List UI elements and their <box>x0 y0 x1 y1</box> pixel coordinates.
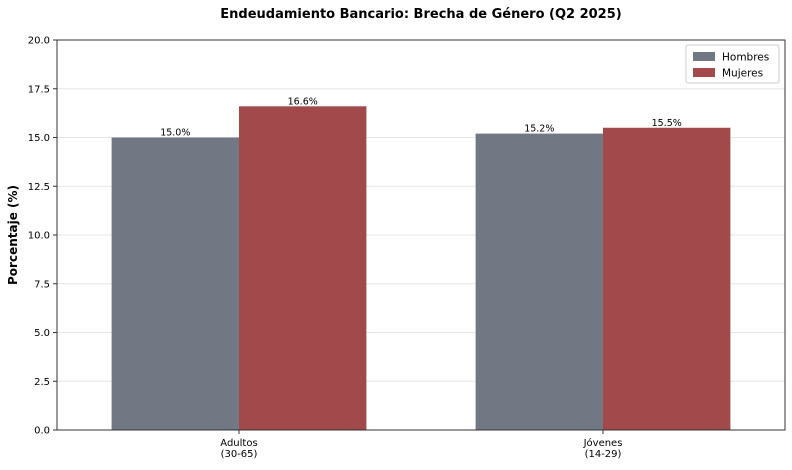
y-axis-label: Porcentaje (%) <box>6 185 20 285</box>
bar-value-label: 16.6% <box>288 96 318 107</box>
legend: Hombres Mujeres <box>685 44 780 84</box>
bar-value-label: 15.2% <box>524 124 554 135</box>
bar-mujeres <box>239 106 367 431</box>
y-tick-label: 7.5 <box>34 279 50 290</box>
legend-swatch <box>693 52 715 61</box>
x-tick-label: (30-65) <box>221 449 258 460</box>
legend-swatch <box>693 68 715 77</box>
chart-title: Endeudamiento Bancario: Brecha de Género… <box>220 7 621 22</box>
legend-label: Hombres <box>722 52 769 64</box>
x-tick-label: Adultos <box>220 438 257 449</box>
y-tick-label: 5.0 <box>34 328 50 339</box>
bar-hombres <box>475 133 603 430</box>
bar-value-label: 15.0% <box>160 128 190 139</box>
bar-mujeres <box>603 127 731 430</box>
x-axis: Adultos(30-65) Jóvenes(14-29) <box>220 430 622 460</box>
y-tick-label: 20.0 <box>28 36 50 47</box>
x-tick-label: Jóvenes <box>583 437 623 449</box>
y-tick-label: 2.5 <box>34 377 50 388</box>
bar-hombres <box>111 137 239 430</box>
y-tick-label: 15.0 <box>28 133 50 144</box>
bar-value-label: 15.5% <box>652 118 682 129</box>
y-tick-label: 0.0 <box>34 426 50 437</box>
x-tick-label: (14-29) <box>585 449 622 460</box>
y-tick-label: 17.5 <box>28 84 50 95</box>
legend-label: Mujeres <box>722 68 763 80</box>
y-tick-label: 10.0 <box>28 231 50 242</box>
bars: 15.0% 16.6% 15.2% 15.5% <box>111 96 731 431</box>
y-axis: 0.0 2.5 5.0 7.5 10.0 12.5 15.0 17.5 20.0 <box>28 36 57 437</box>
y-tick-label: 12.5 <box>28 182 50 193</box>
